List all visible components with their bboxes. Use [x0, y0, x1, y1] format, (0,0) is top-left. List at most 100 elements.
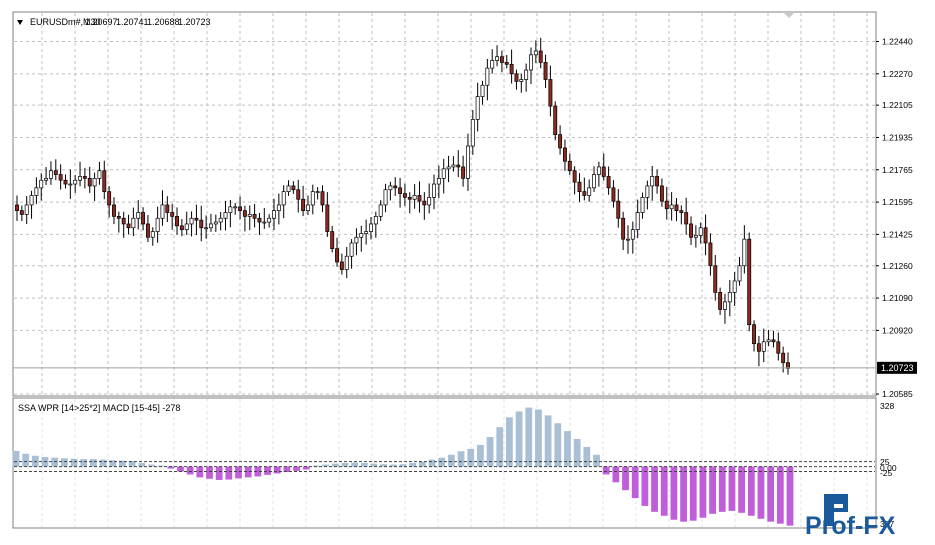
candle-body [364, 231, 369, 234]
candle-body [73, 179, 78, 185]
candle-body [247, 214, 252, 217]
candle-body [558, 134, 563, 149]
candle-body [509, 63, 514, 75]
brand-logo-mark [834, 508, 848, 512]
candle-body [499, 56, 504, 63]
candle-body [616, 200, 621, 219]
histogram-bar-negative [622, 466, 629, 491]
histogram-bar-positive [341, 463, 349, 467]
candle-body [708, 242, 713, 267]
candle-body [732, 280, 737, 293]
candle-body [601, 166, 606, 177]
candle-body [131, 217, 136, 229]
indicator-histogram [12, 407, 794, 526]
candle-body [645, 185, 650, 198]
candle-body [577, 181, 582, 192]
brand-name: Prof-FX [805, 512, 896, 540]
histogram-bar-positive [12, 450, 20, 467]
price-tick-label: 1.21935 [882, 132, 913, 142]
histogram-bar-negative [206, 466, 213, 479]
histogram-bar-positive [428, 459, 436, 467]
histogram-bar-negative [273, 466, 281, 474]
histogram-bar-positive [80, 459, 88, 467]
candle-body [194, 217, 199, 221]
histogram-bar-positive [457, 451, 465, 467]
indicator-header: SSA WPR [14>25*2] MACD [15-45] -278 [18, 403, 180, 413]
candle-body [281, 191, 286, 206]
price-tick-label: 1.22270 [882, 69, 913, 79]
histogram-bar-positive [322, 464, 329, 467]
candle-body [184, 223, 189, 231]
brand-logo-mark [824, 494, 834, 526]
histogram-bar-negative [186, 466, 194, 475]
candle-body [107, 191, 112, 206]
candle-body [626, 238, 630, 241]
candle-body [572, 170, 577, 183]
candle-body [567, 160, 572, 172]
price-tick-label: 1.21260 [882, 261, 913, 271]
candle-body [407, 196, 412, 200]
histogram-bar-positive [128, 461, 136, 467]
candle-body [781, 352, 786, 364]
candle-body [68, 183, 73, 186]
indicator-level-lower: -25 [880, 468, 893, 478]
candle-body [145, 223, 150, 238]
histogram-bar-positive [331, 463, 339, 467]
candle-body [92, 177, 97, 187]
candle-body [325, 204, 330, 232]
candle-body [262, 221, 267, 224]
price-panel-frame [12, 11, 877, 397]
histogram-bar-positive [370, 463, 378, 467]
candle-body [301, 198, 306, 212]
triangle-down-icon[interactable] [17, 20, 23, 25]
candle-body [233, 206, 238, 209]
candle-body [786, 362, 790, 369]
candle-body [480, 84, 485, 97]
triangle-down-icon[interactable] [783, 12, 795, 18]
candle-body [344, 255, 349, 270]
candle-body [97, 170, 102, 179]
candle-body [529, 54, 533, 71]
histogram-bar-negative [283, 466, 291, 473]
candle-body [44, 177, 49, 181]
candle-body [34, 187, 39, 196]
candle-body [305, 204, 310, 212]
histogram-bar-positive [389, 464, 397, 467]
candle-body [87, 177, 92, 187]
candle-body [121, 217, 126, 225]
histogram-bar-positive [593, 454, 600, 467]
candle-body [335, 248, 339, 263]
candle-body [417, 195, 422, 202]
candle-body [635, 212, 640, 231]
candle-body [223, 212, 228, 219]
indicator-level-zero: 0.00 [880, 463, 897, 473]
candle-body [456, 164, 461, 168]
candle-body [727, 292, 732, 303]
candle-body [664, 200, 669, 210]
candle-body [611, 187, 616, 202]
histogram-bar-positive [109, 460, 117, 467]
candle-body [422, 200, 427, 206]
candle-body [495, 56, 500, 61]
candle-body [524, 69, 529, 80]
candle-body [587, 187, 592, 196]
candle-body [102, 170, 107, 192]
candle-body [402, 193, 407, 198]
current-price-label: 1.20723 [881, 363, 914, 373]
candle-body [674, 204, 679, 212]
histogram-bar-negative [293, 466, 300, 471]
candle-body [553, 105, 558, 135]
candle-body [776, 341, 781, 354]
candle-body [548, 79, 553, 107]
histogram-bar-positive [525, 407, 533, 467]
brand-logo-mark [843, 494, 848, 512]
candle-body [199, 219, 204, 229]
candle-body [742, 238, 747, 267]
histogram-bar-negative [718, 466, 726, 512]
candle-body [19, 210, 24, 215]
histogram-bar-positive [467, 448, 475, 467]
histogram-bar-positive [90, 459, 97, 467]
histogram-bar-positive [22, 453, 30, 467]
